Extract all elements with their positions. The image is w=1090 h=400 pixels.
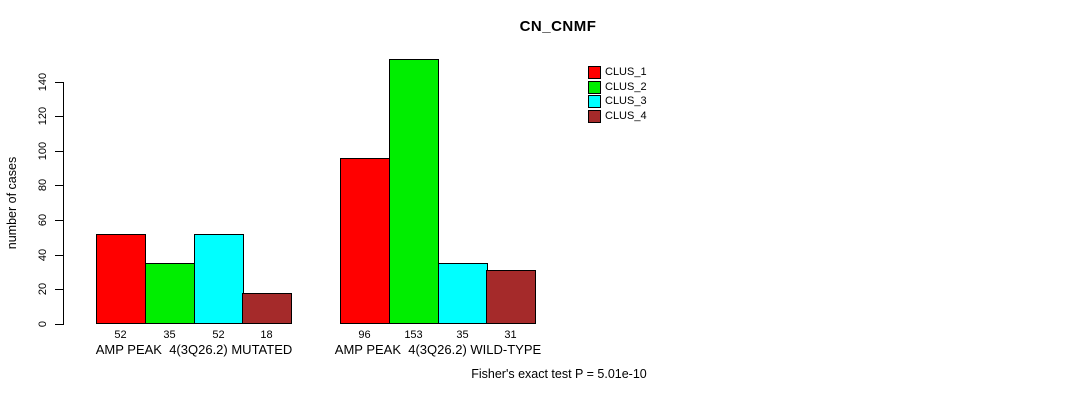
legend-label: CLUS_4 bbox=[605, 110, 647, 122]
bar-value-label: 52 bbox=[114, 329, 127, 341]
y-tick-label: 80 bbox=[37, 178, 49, 192]
y-tick-label: 40 bbox=[37, 248, 49, 262]
group-label: AMP PEAK 4(3Q26.2) MUTATED bbox=[95, 342, 293, 357]
annotation-text: Fisher's exact test P = 5.01e-10 bbox=[471, 367, 647, 381]
y-tick bbox=[55, 82, 63, 83]
legend-swatch bbox=[588, 110, 601, 123]
legend-label: CLUS_1 bbox=[605, 66, 647, 78]
bar bbox=[194, 234, 244, 324]
y-tick bbox=[55, 151, 63, 152]
bar bbox=[486, 270, 536, 324]
y-tick-label: 60 bbox=[37, 213, 49, 227]
bar bbox=[242, 293, 292, 324]
legend-swatch bbox=[588, 81, 601, 94]
y-tick bbox=[55, 220, 63, 221]
bar-value-label: 31 bbox=[504, 329, 517, 341]
bar-value-label: 96 bbox=[358, 329, 371, 341]
legend-swatch bbox=[588, 95, 601, 108]
y-tick bbox=[55, 255, 63, 256]
y-tick-label: 0 bbox=[37, 320, 49, 328]
y-tick-label: 140 bbox=[37, 72, 49, 92]
group-label: AMP PEAK 4(3Q26.2) WILD-TYPE bbox=[334, 342, 542, 357]
bar-value-label: 153 bbox=[404, 329, 423, 341]
y-tick-label: 20 bbox=[37, 282, 49, 296]
y-tick bbox=[55, 185, 63, 186]
bar-value-label: 35 bbox=[456, 329, 469, 341]
bar bbox=[96, 234, 146, 324]
legend-label: CLUS_2 bbox=[605, 81, 647, 93]
bar bbox=[340, 158, 390, 324]
y-tick-label: 120 bbox=[37, 106, 49, 126]
y-tick bbox=[55, 116, 63, 117]
y-axis-line bbox=[63, 82, 64, 325]
chart-title: CN_CNMF bbox=[519, 18, 597, 35]
y-tick bbox=[55, 289, 63, 290]
bar-value-label: 52 bbox=[212, 329, 225, 341]
bar bbox=[145, 263, 195, 324]
legend-swatch bbox=[588, 66, 601, 79]
bar bbox=[438, 263, 488, 324]
bar bbox=[389, 59, 439, 324]
bar-value-label: 18 bbox=[260, 329, 273, 341]
legend-label: CLUS_3 bbox=[605, 95, 647, 107]
bar-value-label: 35 bbox=[163, 329, 176, 341]
y-tick-label: 100 bbox=[37, 141, 49, 161]
y-tick bbox=[55, 324, 63, 325]
